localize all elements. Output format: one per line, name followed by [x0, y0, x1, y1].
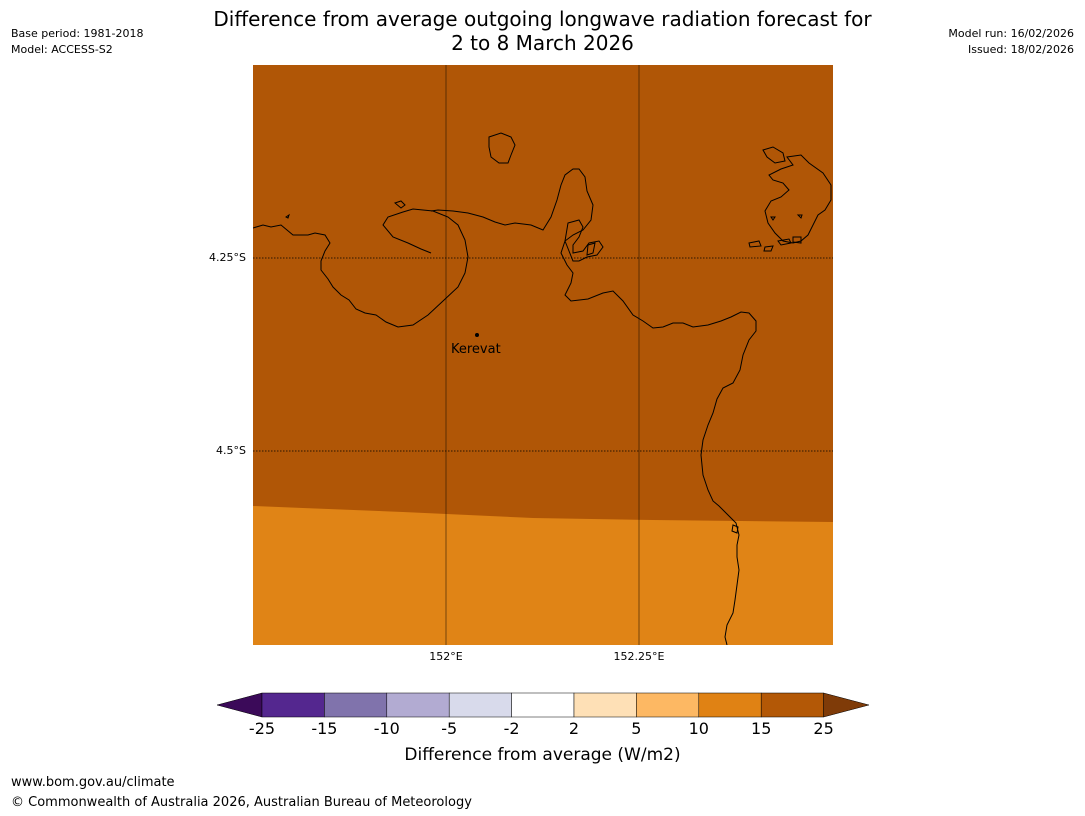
colorbar-segment	[760, 692, 824, 718]
colorbar-title: Difference from average (W/m2)	[404, 745, 681, 765]
meta-left: Base period: 1981-2018 Model: ACCESS-S2	[11, 26, 143, 58]
colorbar-segment	[511, 692, 575, 718]
place-label-kerevat: Kerevat	[451, 342, 501, 357]
colorbar-tick-label: 25	[813, 719, 834, 738]
colorbar	[216, 692, 870, 718]
footer-url[interactable]: www.bom.gov.au/climate	[11, 775, 175, 790]
chart-title: Difference from average outgoing longwav…	[0, 7, 1085, 55]
footer-copyright: © Commonwealth of Australia 2026, Austra…	[11, 795, 472, 810]
colorbar-tick-label: -5	[441, 719, 458, 738]
title-line-2: 2 to 8 March 2026	[451, 31, 634, 55]
model-run: Model run: 16/02/2026	[948, 27, 1074, 40]
x-label-152e: 152°E	[429, 650, 463, 663]
x-label-152-25e: 152.25°E	[613, 650, 665, 663]
graticule	[253, 65, 833, 645]
colorbar-segment	[261, 692, 325, 718]
meta-right: Model run: 16/02/2026 Issued: 18/02/2026	[948, 26, 1074, 58]
colorbar-tick-label: -15	[311, 719, 338, 738]
colorbar-tick-label: -2	[503, 719, 520, 738]
kerevat-marker	[475, 333, 479, 337]
colorbar-tick-label: 5	[631, 719, 642, 738]
colorbar-extend-low	[216, 692, 263, 718]
colorbar-segment	[448, 692, 512, 718]
colorbar-tick-label: 15	[751, 719, 772, 738]
colorbar-segment	[636, 692, 700, 718]
model-name: Model: ACCESS-S2	[11, 43, 113, 56]
y-label-4-5s: 4.5°S	[216, 444, 246, 457]
colorbar-segment	[386, 692, 450, 718]
colorbar-tick-label: 10	[688, 719, 709, 738]
colorbar-tick-label: -25	[248, 719, 276, 738]
y-label-4-25s: 4.25°S	[209, 251, 246, 264]
colorbar-segment	[324, 692, 388, 718]
coastline	[253, 132, 832, 645]
anomaly-band-10-15	[253, 506, 833, 645]
map-panel	[253, 65, 833, 645]
colorbar-segment	[698, 692, 762, 718]
colorbar-tick-label: 2	[568, 719, 580, 738]
base-period: Base period: 1981-2018	[11, 27, 144, 40]
issued-date: Issued: 18/02/2026	[967, 43, 1074, 56]
colorbar-segment	[573, 692, 637, 718]
colorbar-extend-high	[823, 692, 870, 718]
colorbar-tick-label: -10	[373, 719, 400, 738]
title-line-1: Difference from average outgoing longwav…	[213, 7, 872, 31]
